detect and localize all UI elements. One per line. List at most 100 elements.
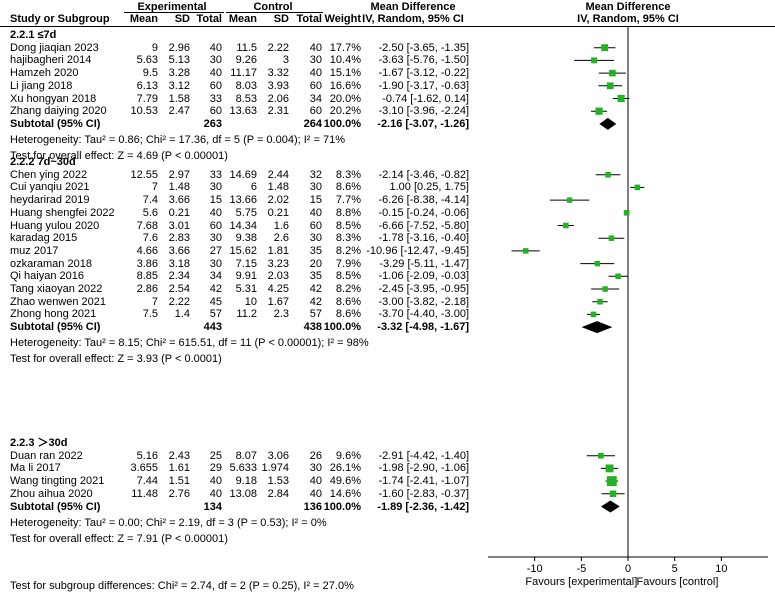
x-label-favours-control: Favours [control] [637,576,719,588]
total-control: 26 [309,449,322,462]
total-control: 40 [309,475,322,488]
mean-control: 9.18 [235,475,257,488]
sd-control: 2.03 [267,270,289,283]
total-experimental: 33 [209,168,222,181]
study-weight: 8.3% [335,168,361,181]
study-effect-ci: -10.96 [-12.47, -9.45] [366,244,469,257]
study-marker [623,209,630,216]
study-weight: 7.9% [335,257,361,270]
mean-control: 5.633 [229,462,257,475]
rule-line [0,26,775,27]
study-weight: 8.6% [335,308,361,321]
sd-control: 1.81 [267,244,289,257]
sd-experimental: 2.43 [168,449,190,462]
subtotal-total-experimental: 134 [203,500,222,513]
study-name: Cui yanqiu 2021 [10,181,90,194]
subtotal-total-control: 438 [303,321,322,334]
col-effect: IV, Random, 95% CI [362,13,464,25]
study-name: Zhao wenwen 2021 [10,295,107,308]
heterogeneity-text: Heterogeneity: Tau² = 8.15; Chi² = 615.5… [10,337,369,350]
col-total-e: Total [196,13,222,25]
col-weight: Weight [324,13,361,25]
mean-experimental: 9.5 [142,67,158,80]
study-marker [597,298,603,305]
total-experimental: 30 [209,181,222,194]
overall-effect-text: Test for overall effect: Z = 4.69 (P < 0… [10,149,228,162]
study-marker [522,248,529,254]
study-name: muz 2017 [10,244,59,257]
group-control-label: Control [253,1,293,13]
study-weight: 8.6% [335,295,361,308]
total-control: 32 [309,168,322,181]
col-sd-e: SD [174,13,190,25]
sd-control: 2.3 [273,308,289,321]
study-weight: 20.0% [329,92,361,105]
total-control: 60 [309,219,322,232]
study-marker [606,82,614,90]
total-control: 34 [309,92,322,105]
study-effect-ci: -6.66 [-7.52, -5.80] [378,219,470,232]
effect-title: Mean Difference [370,1,456,13]
study-effect-ci: -3.63 [-5.76, -1.50] [378,54,470,67]
total-control: 42 [309,295,322,308]
study-marker [609,490,617,498]
study-weight: 20.2% [329,105,361,118]
total-experimental: 45 [209,295,222,308]
total-control: 42 [309,283,322,295]
study-name: Duan ran 2022 [10,449,83,462]
study-weight: 49.6% [329,475,361,488]
mean-control: 11.17 [230,67,257,80]
total-control: 35 [309,244,322,257]
study-weight: 8.5% [335,219,361,232]
heterogeneity-text: Heterogeneity: Tau² = 0.86; Chi² = 17.36… [10,133,345,146]
study-effect-ci: -2.14 [-3.46, -0.82] [378,168,470,181]
study-weight: 17.7% [329,41,361,54]
subgroup-title: 2.2.3 ＞30d [10,437,68,449]
study-effect-ci: -3.29 [-5.11, -1.47] [379,257,469,270]
study-marker [605,464,614,473]
study-effect-ci: -1.74 [-2.41, -1.07] [378,475,470,488]
subtotal-total-experimental: 263 [203,117,222,130]
study-name: Zhang daiying 2020 [10,105,107,118]
mean-experimental: 5.16 [136,449,158,462]
sd-experimental: 3.28 [168,67,190,80]
subtotal-weight: 100.0% [323,117,361,130]
sd-experimental: 2.83 [168,232,190,245]
total-control: 60 [309,79,322,92]
subtotal-weight: 100.0% [323,500,361,513]
study-name: Tang xiaoyan 2022 [10,283,103,295]
mean-control: 15.62 [229,244,257,257]
total-experimental: 33 [209,92,222,105]
mean-experimental: 7.44 [136,475,158,488]
study-effect-ci: -1.06 [-2.09, -0.03] [378,270,470,283]
mean-experimental: 4.66 [136,244,158,257]
study-effect-ci: -1.90 [-3.17, -0.63] [378,79,470,92]
study-weight: 8.6% [335,181,361,194]
sd-control: 2.02 [267,194,289,207]
mean-experimental: 5.6 [142,206,158,219]
study-effect-ci: -0.74 [-1.62, 0.14] [382,92,469,105]
col-mean-c: Mean [228,13,257,25]
total-experimental: 40 [209,487,222,500]
total-control: 40 [309,41,322,54]
study-effect-ci: -3.00 [-3.82, -2.18] [378,295,470,308]
sd-control: 3 [282,54,289,67]
subtotal-effect-ci: -1.89 [-2.36, -1.42] [377,500,469,513]
subtotal-label: Subtotal (95% CI) [10,117,101,130]
study-marker [590,311,597,318]
mean-experimental: 7.4 [142,194,158,207]
sd-control: 1.53 [267,475,289,488]
x-tick-label: -10 [527,563,543,575]
subgroup-differences-text: Test for subgroup differences: Chi² = 2.… [10,580,354,592]
study-name: Huang yulou 2020 [10,219,100,232]
total-experimental: 27 [209,244,222,257]
mean-control: 11.5 [236,41,257,54]
study-marker [634,184,641,191]
sd-control: 0.21 [267,206,289,219]
sd-experimental: 3.01 [168,219,190,232]
study-name: Ma li 2017 [10,462,61,475]
sd-experimental: 3.18 [168,257,190,270]
study-effect-ci: -3.70 [-4.40, -3.00] [378,308,470,321]
sd-experimental: 3.12 [168,79,190,92]
total-experimental: 42 [209,283,222,295]
